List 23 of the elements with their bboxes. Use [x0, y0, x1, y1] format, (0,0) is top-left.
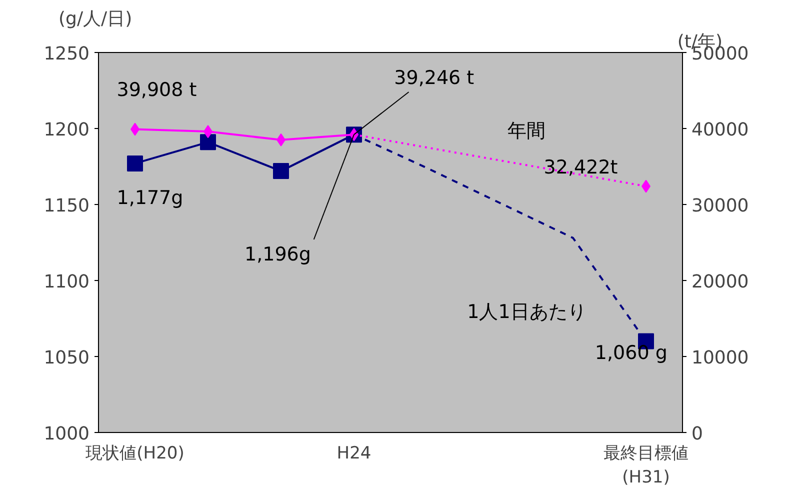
y-tick-label: 1100	[44, 272, 90, 292]
y-tick-label: 1000	[44, 424, 90, 444]
y-axis-title: (g/人/日)	[58, 8, 132, 30]
y-tick-label: 1200	[44, 120, 90, 140]
y2-tick-label: 40000	[692, 120, 749, 140]
x-tick-label: 現状値(H20)	[86, 444, 184, 464]
y2-tick-label: 20000	[692, 272, 749, 292]
annotation: 1,196g	[244, 243, 311, 266]
annotation: 39,908 t	[116, 79, 197, 102]
annotation: 年間	[507, 120, 546, 142]
y-tick-label: 1150	[44, 196, 90, 216]
y2-tick-label: 0	[692, 424, 703, 444]
x-tick-label: H24	[336, 444, 372, 464]
annotation: 39,246 t	[394, 66, 474, 89]
y-tick-label: 1050	[44, 348, 90, 368]
y2-tick-label: 10000	[692, 348, 749, 368]
annotation: 32,422t	[544, 156, 618, 179]
annotation: 1人1日あたり	[467, 301, 586, 324]
y-tick-label: 1250	[44, 44, 90, 64]
annotation: 1,060 g	[594, 342, 668, 364]
x-tick-label: 最終目標値 (H31)	[604, 444, 688, 488]
y2-tick-label: 30000	[692, 196, 749, 216]
annotation: 1,177g	[116, 187, 184, 210]
